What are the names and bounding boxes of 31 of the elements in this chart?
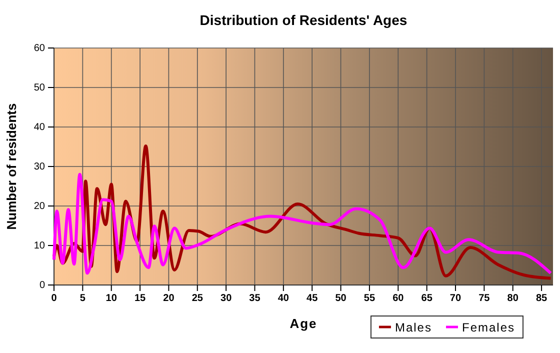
x-tick-label: 50 <box>335 293 347 304</box>
x-tick-label: 70 <box>450 293 462 304</box>
x-tick-label: 65 <box>421 293 433 304</box>
x-tick-label: 5 <box>80 293 86 304</box>
x-tick-label: 55 <box>364 293 376 304</box>
y-tick-label: 60 <box>34 43 46 54</box>
x-tick-label: 10 <box>106 293 118 304</box>
x-tick-label: 45 <box>306 293 318 304</box>
x-axis-title: Age <box>290 316 318 331</box>
x-tick-label: 85 <box>536 293 548 304</box>
x-tick-label: 0 <box>51 293 58 304</box>
x-tick-label: 25 <box>192 293 204 304</box>
line-series <box>52 172 552 275</box>
y-tick-label: 0 <box>39 280 46 292</box>
x-tick-label: 30 <box>220 293 232 304</box>
chart-title: Distribution of Residents' Ages <box>200 12 408 28</box>
y-axis-title: Number of residents <box>4 103 19 230</box>
x-tick-label: 75 <box>478 293 490 304</box>
x-tick-label: 40 <box>278 293 290 304</box>
x-tick-label: 20 <box>163 293 175 304</box>
x-tick-label: 15 <box>134 293 146 304</box>
y-tick-label: 40 <box>34 122 46 134</box>
legend-label: Females <box>462 320 515 334</box>
x-tick-label: 80 <box>507 293 519 304</box>
y-tick-label: 20 <box>34 201 46 212</box>
legend-label: Males <box>394 320 432 334</box>
x-tick-label: 35 <box>249 293 261 304</box>
y-tick-label: 10 <box>34 240 46 252</box>
x-tick-label: 60 <box>392 293 404 304</box>
y-tick-label: 50 <box>34 82 46 94</box>
y-tick-label: 30 <box>34 162 46 173</box>
